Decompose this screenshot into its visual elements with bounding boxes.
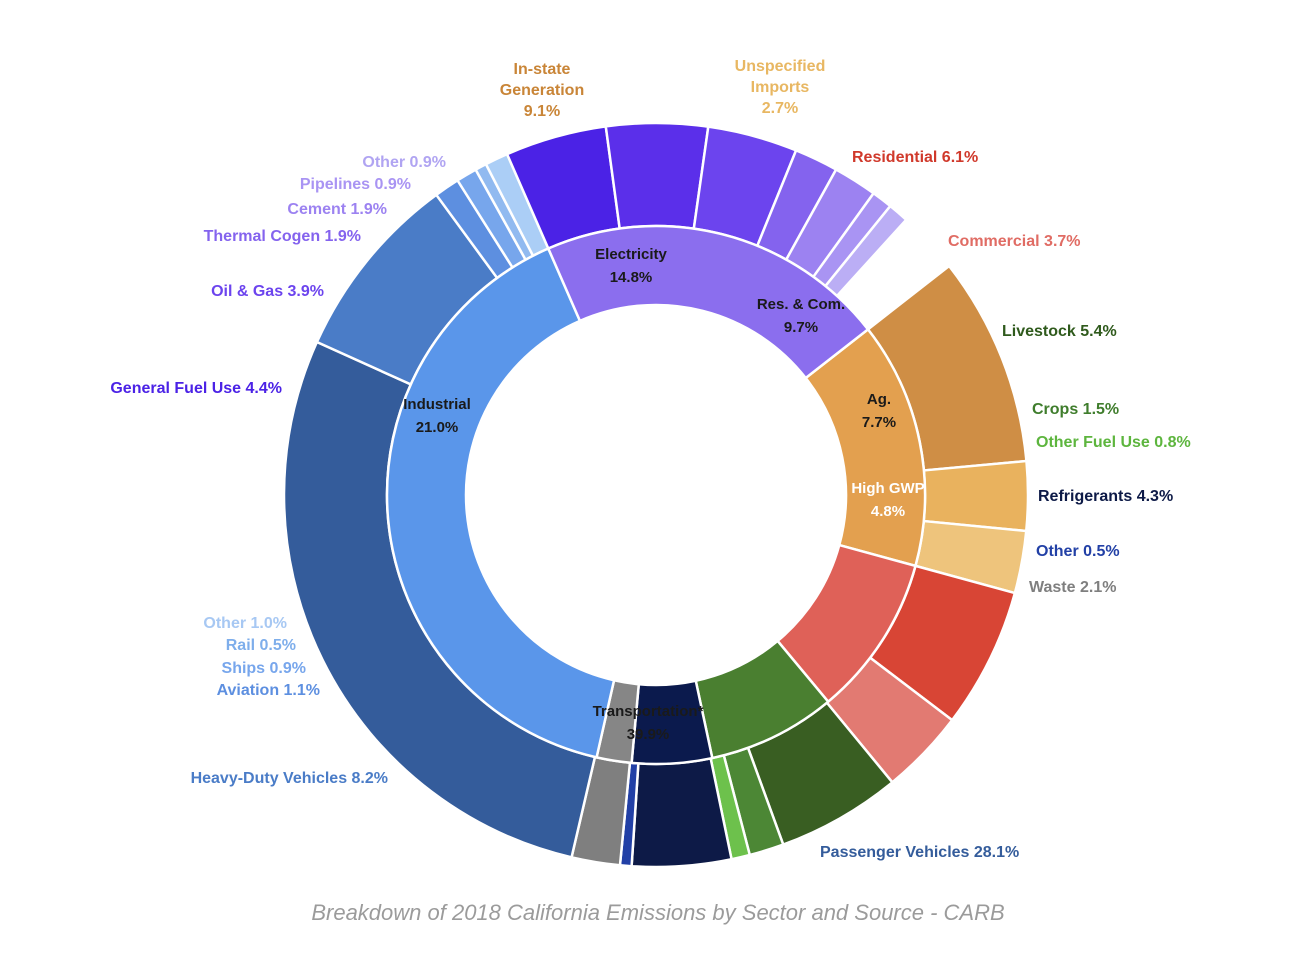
inner-label-res-and-com-line-2: 9.7% [784, 319, 818, 336]
inner-ring [385, 224, 927, 766]
inner-label-ag-line-2: 7.7% [862, 414, 896, 431]
inner-label-industrial-line-1: Industrial [403, 396, 471, 413]
outer-label-aviation: Aviation 1.1% [217, 682, 320, 699]
outer-label-unspecified-imports-line-3: 2.7% [762, 100, 798, 117]
inner-slice-industrial [547, 224, 870, 380]
outer-label-thermal-cogen: Thermal Cogen 1.9% [204, 228, 361, 245]
inner-label-high-gwp-line-2: 4.8% [871, 503, 905, 520]
outer-labels: In-state Generation 9.1% Unspecified Imports… [110, 58, 1190, 861]
outer-label-general-fuel-use: General Fuel Use 4.4% [110, 380, 282, 397]
outer-label-pipelines: Pipelines 0.9% [300, 176, 411, 193]
outer-label-livestock: Livestock 5.4% [1002, 323, 1117, 340]
outer-label-in-state-generation-line-1: In-state [514, 61, 571, 78]
outer-label-industrial-other: Other 0.9% [362, 154, 446, 171]
inner-slice-transportation [385, 247, 616, 759]
outer-label-unspecified-imports-line-1: Unspecified [735, 58, 826, 75]
outer-label-heavy-duty-vehicles: Heavy-Duty Vehicles 8.2% [191, 770, 388, 787]
inner-label-electricity-line-1: Electricity [595, 246, 667, 263]
outer-label-in-state-generation-line-2: Generation [500, 82, 584, 99]
inner-label-transportation-line-2: 39.9% [627, 726, 670, 743]
outer-label-passenger-vehicles: Passenger Vehicles 28.1% [820, 844, 1019, 861]
inner-label-industrial-line-2: 21.0% [416, 419, 459, 436]
outer-label-residential: Residential 6.1% [852, 149, 978, 166]
inner-labels: Electricity 14.8% Res. & Com. 9.7% Ag. 7.7% Hi… [403, 246, 924, 743]
outer-label-rail: Rail 0.5% [226, 637, 296, 654]
inner-label-ag-line-1: Ag. [867, 391, 891, 408]
inner-label-res-and-com-line-1: Res. & Com. [757, 296, 845, 313]
outer-label-refrigerants: Refrigerants 4.3% [1038, 488, 1173, 505]
outer-label-crops: Crops 1.5% [1032, 401, 1119, 418]
outer-label-commercial: Commercial 3.7% [948, 233, 1081, 250]
outer-label-cement: Cement 1.9% [287, 201, 387, 218]
outer-label-other-fuel-use: Other Fuel Use 0.8% [1036, 434, 1191, 451]
inner-label-transportation-line-1: Transportation* [593, 703, 704, 720]
outer-label-transportation-other: Other 1.0% [203, 615, 287, 632]
outer-ring [282, 121, 1030, 869]
outer-label-unspecified-imports-line-2: Imports [751, 79, 810, 96]
outer-label-oil-and-gas: Oil & Gas 3.9% [211, 283, 324, 300]
outer-label-ships: Ships 0.9% [222, 660, 306, 677]
chart-caption: Breakdown of 2018 California Emissions b… [311, 900, 1005, 925]
outer-slice-electricity-other [922, 459, 1030, 533]
outer-label-other: Other 0.5% [1036, 543, 1120, 560]
inner-label-high-gwp-line-1: High GWP [851, 480, 924, 497]
outer-label-in-state-generation-line-3: 9.1% [524, 103, 560, 120]
outer-slice-industrial-gap [604, 121, 710, 230]
outer-label-waste: Waste 2.1% [1029, 579, 1116, 596]
inner-label-electricity-line-2: 14.8% [610, 269, 653, 286]
